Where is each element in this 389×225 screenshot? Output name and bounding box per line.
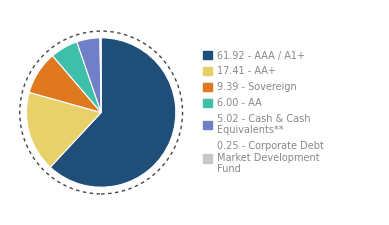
Wedge shape [77, 38, 101, 112]
Wedge shape [26, 92, 101, 167]
Wedge shape [50, 38, 176, 187]
Wedge shape [100, 38, 101, 112]
Wedge shape [29, 56, 101, 112]
Legend: 61.92 - AAA / A1+, 17.41 - AA+, 9.39 - Sovereign, 6.00 - AA, 5.02 - Cash & Cash
: 61.92 - AAA / A1+, 17.41 - AA+, 9.39 - S… [203, 51, 324, 174]
Wedge shape [53, 42, 101, 112]
